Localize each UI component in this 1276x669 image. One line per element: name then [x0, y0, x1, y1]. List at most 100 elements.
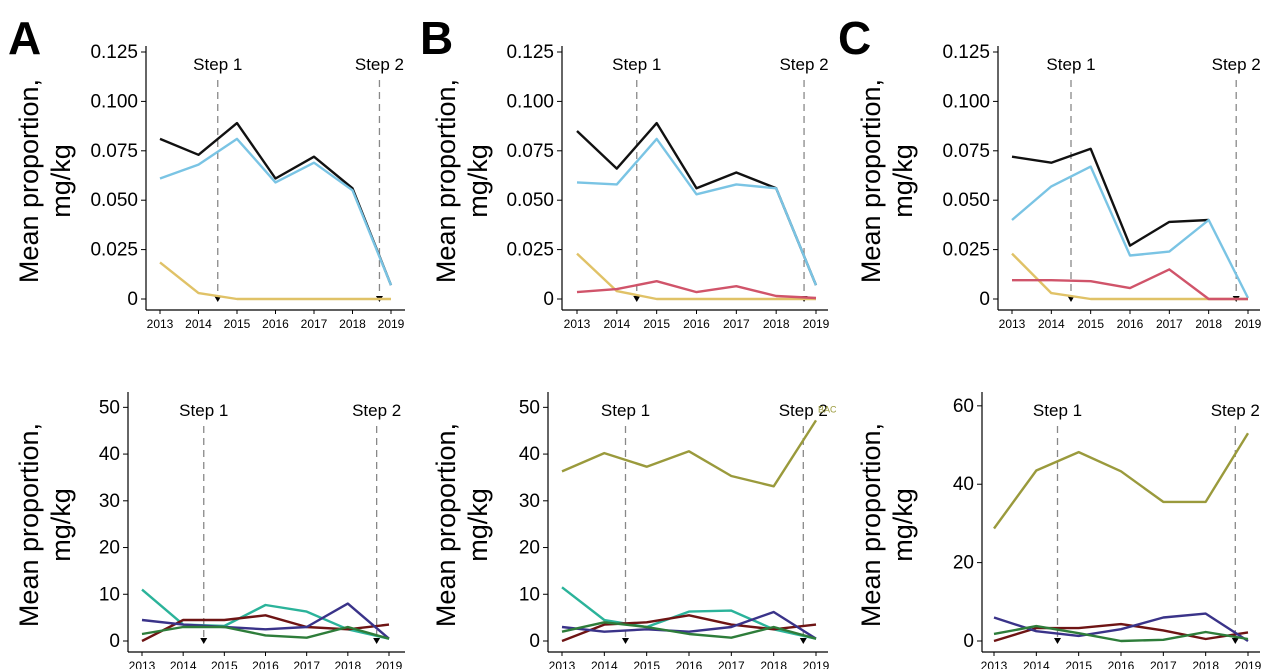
y-tick-label: 0.075 — [90, 141, 138, 162]
x-tick-label: 2015 — [1077, 317, 1104, 331]
y-tick-label: 20 — [99, 538, 120, 559]
y-tick-label: 50 — [519, 397, 540, 418]
x-tick-label: 2014 — [591, 659, 618, 669]
step-label-1: Step 1 — [601, 401, 650, 420]
y-tick-label: 20 — [953, 553, 974, 574]
x-tick-label: 2014 — [1023, 659, 1050, 669]
x-tick-label: 2019 — [378, 317, 405, 331]
x-tick-label: 2014 — [603, 317, 630, 331]
x-tick-label: 2015 — [1065, 659, 1092, 669]
step-arrow-2 — [373, 638, 381, 644]
y-tick-label: 30 — [519, 491, 540, 512]
x-tick-label: 2016 — [262, 317, 289, 331]
y-tick-label: 40 — [519, 444, 540, 465]
series-line-navy — [141, 602, 390, 640]
chart-C-top: 0 0.025 0.050 0.075 0.100 0.125 2013 2014 2015 20… — [856, 42, 1262, 331]
step-label-1: Step 1 — [612, 55, 661, 74]
y-tick-label: 0.050 — [506, 190, 554, 211]
step-label-1: Step 1 — [1033, 401, 1082, 420]
x-tick-label: 2018 — [760, 659, 787, 669]
x-tick-label: 2014 — [185, 317, 212, 331]
x-tick-label: 2013 — [147, 317, 174, 331]
y-axis-label: Mean proportion,mg/kg — [856, 79, 918, 283]
y-tick-label: 0.125 — [90, 42, 138, 63]
y-tick-label: 0.075 — [506, 141, 554, 162]
y-tick-label: 0 — [979, 289, 990, 310]
chart-A-top: 0 0.025 0.050 0.075 0.100 0.125 2013 2014 2015 20… — [14, 42, 405, 331]
x-tick-label: 2017 — [293, 659, 320, 669]
y-tick-label: 0.050 — [942, 190, 990, 211]
y-tick-label: 0 — [127, 289, 138, 310]
x-tick-label: 2016 — [252, 659, 279, 669]
x-tick-label: 2018 — [334, 659, 361, 669]
x-tick-label: 2014 — [170, 659, 197, 669]
series-line-black — [159, 121, 393, 286]
y-tick-label: 0.050 — [90, 190, 138, 211]
series-line-green — [993, 624, 1249, 643]
series-line-black — [1011, 147, 1209, 247]
panel-letter-a: A — [8, 12, 41, 64]
step-arrow-2 — [1231, 638, 1239, 644]
y-tick-label: 0.100 — [506, 91, 554, 112]
series-line-green — [141, 625, 390, 640]
y-tick-label: 30 — [99, 491, 120, 512]
step-label-2: Step 2 — [1212, 55, 1261, 74]
step-arrow-1 — [633, 296, 641, 302]
y-tick-label: 0 — [529, 631, 540, 652]
y-tick-label: 10 — [519, 584, 540, 605]
y-tick-label: 60 — [953, 396, 974, 417]
x-tick-label: 2018 — [763, 317, 790, 331]
x-tick-label: 2016 — [683, 317, 710, 331]
y-tick-label: 0.025 — [942, 240, 990, 261]
x-tick-label: 2019 — [1235, 317, 1262, 331]
y-tick-label: 0 — [109, 631, 120, 652]
series-annotation: BAC — [818, 404, 837, 414]
series-line-skyblue — [159, 137, 393, 286]
y-tick-label: 40 — [99, 444, 120, 465]
series-line-rose — [1012, 268, 1248, 301]
step-label-2: Step 2 — [779, 401, 828, 420]
series-line-gold — [576, 252, 816, 301]
y-axis-label: Mean proportion,mg/kg — [856, 423, 918, 627]
x-tick-label: 2013 — [564, 317, 591, 331]
chart-C-bottom: 0 20 40 60 2013 2014 2015 2016 2017 2018 2019 Mean … — [856, 392, 1262, 669]
step-arrow-1 — [1054, 638, 1061, 644]
x-tick-label: 2019 — [803, 659, 830, 669]
y-tick-label: 0.100 — [942, 91, 990, 112]
x-tick-label: 2018 — [1192, 659, 1219, 669]
y-tick-label: 40 — [953, 474, 974, 495]
series-line-maroon — [561, 614, 817, 643]
x-tick-label: 2013 — [129, 659, 156, 669]
chart-B-top: 0 0.025 0.050 0.075 0.100 0.125 2013 2014 2015 20… — [431, 42, 830, 331]
x-tick-label: 2013 — [981, 659, 1008, 669]
step-arrow-1 — [622, 638, 629, 644]
x-tick-label: 2019 — [1235, 659, 1262, 669]
y-tick-label: 0.125 — [506, 42, 554, 63]
step-arrow-2 — [799, 638, 807, 644]
x-tick-label: 2019 — [376, 659, 403, 669]
series-line-olive — [561, 419, 818, 488]
y-axis-label: Mean proportion,mg/kg — [431, 423, 493, 627]
series-line-maroon — [141, 614, 390, 643]
series-line-skyblue — [576, 137, 818, 286]
series-line-rose — [576, 280, 817, 300]
y-tick-label: 0.100 — [90, 91, 138, 112]
series-line-skyblue — [1011, 165, 1250, 299]
x-tick-label: 2013 — [999, 317, 1026, 331]
x-tick-label: 2017 — [1150, 659, 1177, 669]
x-tick-label: 2016 — [1108, 659, 1135, 669]
charts-layer: 0 0.025 0.050 0.075 0.100 0.125 2013 2014 2015 20… — [14, 42, 1262, 669]
panel-letter-c: C — [838, 12, 871, 64]
y-axis-label: Mean proportion,mg/kg — [14, 79, 76, 283]
step-label-2: Step 2 — [1211, 401, 1260, 420]
y-tick-label: 0 — [963, 631, 974, 652]
x-tick-label: 2017 — [301, 317, 328, 331]
x-tick-label: 2018 — [339, 317, 366, 331]
x-tick-label: 2018 — [1195, 317, 1222, 331]
x-tick-label: 2015 — [643, 317, 670, 331]
series-line-navy — [561, 610, 817, 640]
panel-letter-b: B — [420, 12, 453, 64]
y-tick-label: 0.025 — [506, 240, 554, 261]
series-line-olive — [993, 432, 1250, 530]
y-tick-label: 0.075 — [942, 141, 990, 162]
